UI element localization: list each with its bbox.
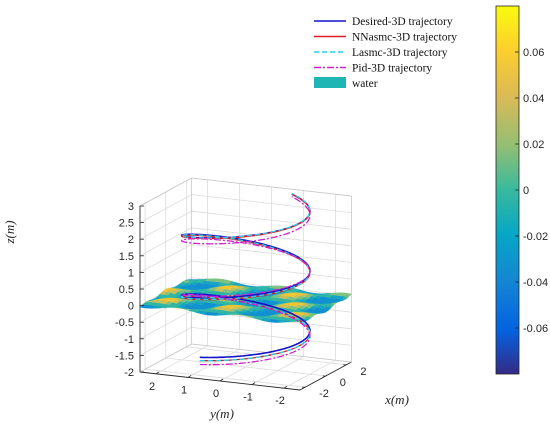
legend-swatch	[314, 77, 346, 88]
series-line	[180, 193, 311, 359]
box-edge	[191, 177, 352, 197]
y-tick-mark	[187, 375, 192, 378]
grid-line-floor-x	[145, 368, 306, 388]
x-tick-label: -2	[319, 388, 329, 400]
water-cell	[188, 279, 196, 281]
colorbar-tick-label: 0	[523, 185, 529, 197]
colorbar-tick-label: 0.02	[523, 139, 544, 151]
x-tick-label: 2	[360, 366, 366, 378]
z-tick-label: 1.5	[119, 251, 134, 263]
y-tick-label: 2	[149, 381, 155, 393]
grid-line-z	[139, 326, 352, 356]
z-tick-label: 2.5	[119, 218, 134, 230]
grid-line-z	[139, 260, 352, 290]
colorbar-tick-label: -0.02	[523, 231, 548, 243]
z-tick-label: -1.5	[115, 350, 134, 362]
z-tick-label: -2	[124, 367, 134, 379]
colorbar-tick-label: -0.06	[523, 323, 548, 335]
y-tick-label: -2	[275, 395, 285, 407]
y-tick-label: 1	[181, 384, 187, 396]
colorbar: 0.06 0.04 0.02 0 -0.02 -0.04 -0.06	[495, 5, 548, 375]
y-axis-label: y(m)	[208, 406, 234, 421]
z-tick-label: 0.5	[119, 284, 134, 296]
z-tick-label: 3	[128, 201, 134, 213]
z-tick-label: -0.5	[115, 317, 134, 329]
grid-line-z	[139, 177, 352, 207]
axis-ticks: 3 2.5 2 1.5 1 0.5 0 -0.5 -1 -1.5 -2 2 1 0 -1 -2 2 0 -2	[115, 201, 366, 407]
z-tick-label: 0	[128, 301, 134, 313]
box-edge	[139, 177, 192, 207]
legend-label: Desired-3D trajectory	[352, 16, 453, 28]
colorbar-tick-label: -0.04	[523, 277, 548, 289]
colorbar-tick-label: 0.04	[523, 93, 544, 105]
series-line	[180, 193, 311, 362]
y-tick-label: 0	[213, 388, 219, 400]
y-tick-label: -1	[243, 392, 253, 404]
grid-line-z	[139, 210, 352, 240]
z-tick-label: 2	[128, 234, 134, 246]
grid-line-floor-x	[165, 357, 326, 377]
y-tick-mark	[155, 371, 160, 375]
box-edge	[191, 343, 352, 363]
y-tick-mark	[283, 385, 288, 389]
z-axis-label: z(m)	[2, 220, 17, 244]
y-tick-mark	[251, 382, 256, 385]
z-tick-label: -1	[124, 334, 134, 346]
x-tick-label: 0	[340, 377, 346, 389]
series-line	[180, 192, 311, 362]
z-tick-label: 1	[128, 267, 134, 279]
grid-line-z	[139, 343, 352, 373]
legend-label: Pid-3D trajectory	[352, 63, 432, 75]
axes-box	[139, 177, 352, 391]
legend-label: NNasmc-3D trajectory	[352, 32, 457, 44]
colorbar-tick-label: 0.06	[523, 47, 544, 59]
series-line	[180, 196, 311, 366]
legend-label: Lasmc-3D trajectory	[352, 47, 448, 59]
legend-label: water	[352, 78, 378, 90]
y-tick-mark	[219, 378, 224, 382]
x-axis-label: x(m)	[384, 392, 409, 407]
box-edge	[139, 343, 192, 373]
grid-line-z	[139, 243, 352, 273]
grid-line-z	[139, 194, 352, 223]
axes-grid	[139, 177, 352, 389]
trajectories	[180, 192, 311, 366]
legend: Desired-3D trajectory NNasmc-3D trajector…	[308, 12, 476, 102]
